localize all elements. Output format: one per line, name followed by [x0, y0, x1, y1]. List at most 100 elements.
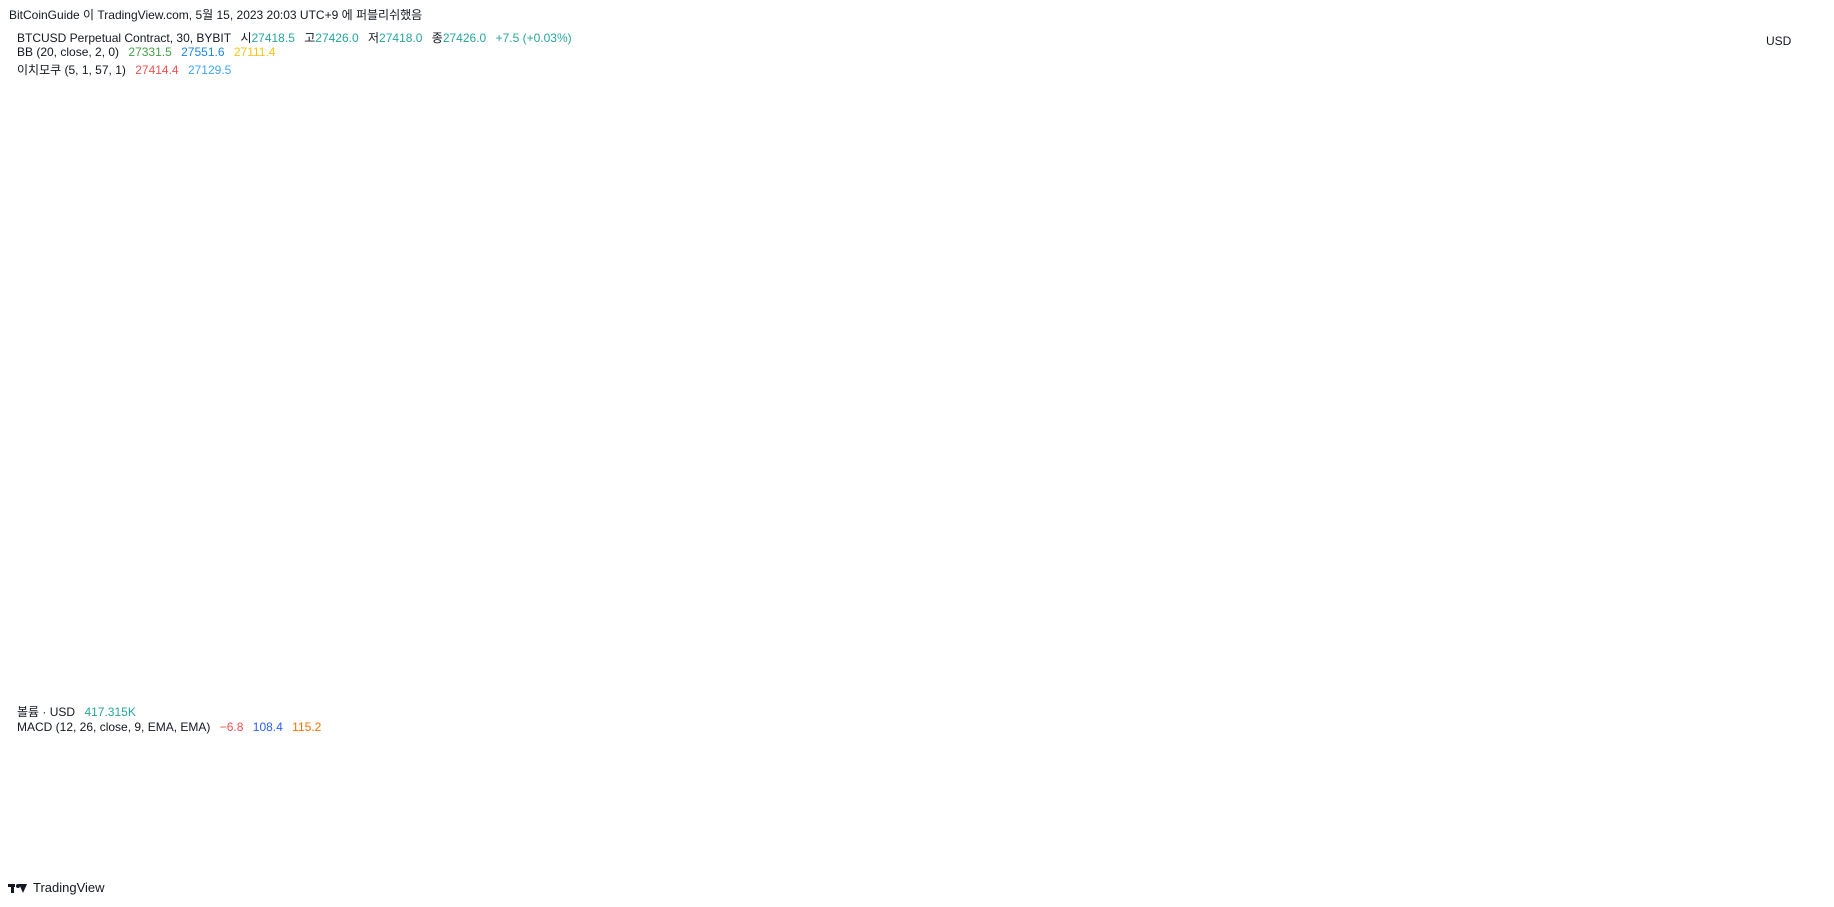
- smiley-icon: [731, 268, 797, 334]
- macd-hist-bar: [152, 813, 160, 818]
- volume-bar: [123, 830, 131, 841]
- x-tick-label: 18:00: [1666, 856, 1696, 870]
- ichimoku-legend[interactable]: 이치모쿠 (5, 1, 57, 1) 27414.4 27129.5: [17, 61, 237, 78]
- volume-bar: [190, 832, 198, 841]
- volume-value: 417.315K: [84, 705, 136, 719]
- macd-hist-bar: [95, 813, 103, 823]
- candle-body: [672, 389, 679, 392]
- volume-legend[interactable]: 볼륨 · USD 417.315K: [17, 703, 142, 720]
- candle-body: [29, 467, 37, 474]
- high-value: 고27426.0: [304, 31, 358, 45]
- footer[interactable]: TradingView: [8, 880, 105, 895]
- price-label-text: 28897.5: [1763, 170, 1803, 182]
- change-value: +7.5 (+0.03%): [495, 31, 572, 45]
- macd-hist-bar: [728, 813, 736, 825]
- macd-hist-bar: [407, 813, 415, 821]
- volume-bar: [265, 826, 273, 841]
- candle-body: [218, 472, 226, 476]
- macd-hist-bar: [549, 781, 557, 813]
- callout-gap1-text: Gap 1: [1447, 41, 1493, 60]
- candle-body: [643, 385, 651, 387]
- volume-bar: [586, 775, 594, 841]
- volume-bar: [728, 823, 736, 841]
- callout-top: Top: [1228, 136, 1308, 196]
- candle-body: [586, 406, 594, 412]
- macd-hist-bar: [10, 813, 18, 818]
- candle-body: [483, 470, 490, 473]
- navy-uptrend-line: [7, 161, 1758, 237]
- candle-body: [114, 472, 122, 474]
- candle-body: [709, 391, 717, 393]
- macd-legend[interactable]: MACD (12, 26, close, 9, EMA, EMA) −6.8 1…: [17, 720, 327, 734]
- macd-hist-bar: [672, 803, 679, 813]
- macd-hist-bar: [700, 813, 708, 817]
- candle-body: [312, 446, 320, 456]
- purple-lower-line: [303, 171, 1416, 699]
- volume-bar: [672, 819, 679, 841]
- macd-hist-bar: [416, 813, 424, 823]
- price-note: 28472.0: [1073, 232, 1157, 271]
- volume-bar: [208, 831, 216, 841]
- macd-hist-bar: [294, 797, 301, 813]
- bb-legend[interactable]: BB (20, close, 2, 0) 27331.5 27551.6 271…: [17, 45, 281, 59]
- publish-line: BitCoinGuide 이 TradingView.com, 5월 15, 2…: [9, 8, 423, 22]
- volume-bar: [379, 829, 387, 841]
- macd-hist-bar: [464, 813, 472, 821]
- chart-area: [8, 26, 1757, 872]
- x-tick-label: 06:00: [1426, 856, 1456, 870]
- candle-body: [227, 470, 235, 473]
- currency-label: USD: [1766, 34, 1792, 48]
- price-label-text: 28458.0: [1763, 237, 1803, 249]
- candle-body: [426, 458, 434, 460]
- volume-bar: [416, 830, 424, 841]
- horizontal-levels: [8, 85, 1757, 688]
- candle-body: [596, 400, 604, 407]
- macd-hist-bar: [577, 774, 585, 813]
- bb-upper: 27551.6: [181, 45, 225, 59]
- candle-body: [246, 472, 254, 474]
- macd-hist-bar: [227, 813, 235, 817]
- volume-bar: [492, 721, 500, 841]
- price-label-text: 27415.5: [1763, 396, 1803, 408]
- macd-hist-value: −6.8: [219, 720, 244, 734]
- y-tick-label: 26800.0: [1766, 490, 1806, 502]
- macd-hist-bar: [256, 813, 264, 818]
- candle-body: [76, 482, 84, 486]
- macd-hist-bar: [757, 813, 765, 820]
- y-tick-label: 27400.0: [1766, 399, 1806, 411]
- flash-event-icon: [755, 672, 775, 692]
- candle-body: [133, 470, 141, 476]
- volume-bar: [747, 829, 755, 841]
- symbol-legend[interactable]: BTCUSD Perpetual Contract, 30, BYBIT 시27…: [17, 29, 578, 46]
- volume-bars: [10, 721, 765, 841]
- confused-face-icon: [900, 483, 966, 549]
- macd-hist-bar: [520, 806, 528, 813]
- macd-hist-bar: [237, 813, 245, 818]
- price-label-bg: [1760, 543, 1814, 560]
- volume-bar: [312, 769, 320, 841]
- volume-bar: [19, 833, 27, 841]
- volume-bar: [681, 817, 689, 841]
- price-chart[interactable]: 29600.0 29400.0 29200.0 29000.0 28800.0 28600…: [0, 0, 1834, 880]
- candle-body: [10, 464, 18, 466]
- volume-bar: [246, 831, 254, 841]
- macd-hist-bar: [48, 813, 56, 833]
- x-tick-label: 18:00: [711, 856, 741, 870]
- volume-bar: [369, 826, 377, 841]
- orange-downtrend-line: [7, 261, 1758, 376]
- volume-bar: [76, 817, 84, 841]
- macd-hist-bar: [275, 809, 283, 813]
- macd-hist-bar: [501, 813, 509, 826]
- macd-hist-bar: [690, 811, 698, 813]
- candle-body: [568, 414, 576, 419]
- volume-bar: [161, 833, 169, 841]
- candle-body: [123, 470, 131, 474]
- low-value: 저27418.0: [368, 31, 422, 45]
- candle-body: [322, 441, 330, 447]
- callout-gap1: Gap 1: [1420, 25, 1520, 84]
- macd-hist-bar: [719, 813, 727, 823]
- candle-body: [48, 475, 56, 477]
- macd-signal-value: 115.2: [292, 720, 322, 734]
- open-value: 시27418.5: [240, 31, 294, 45]
- volume-bar: [199, 833, 207, 841]
